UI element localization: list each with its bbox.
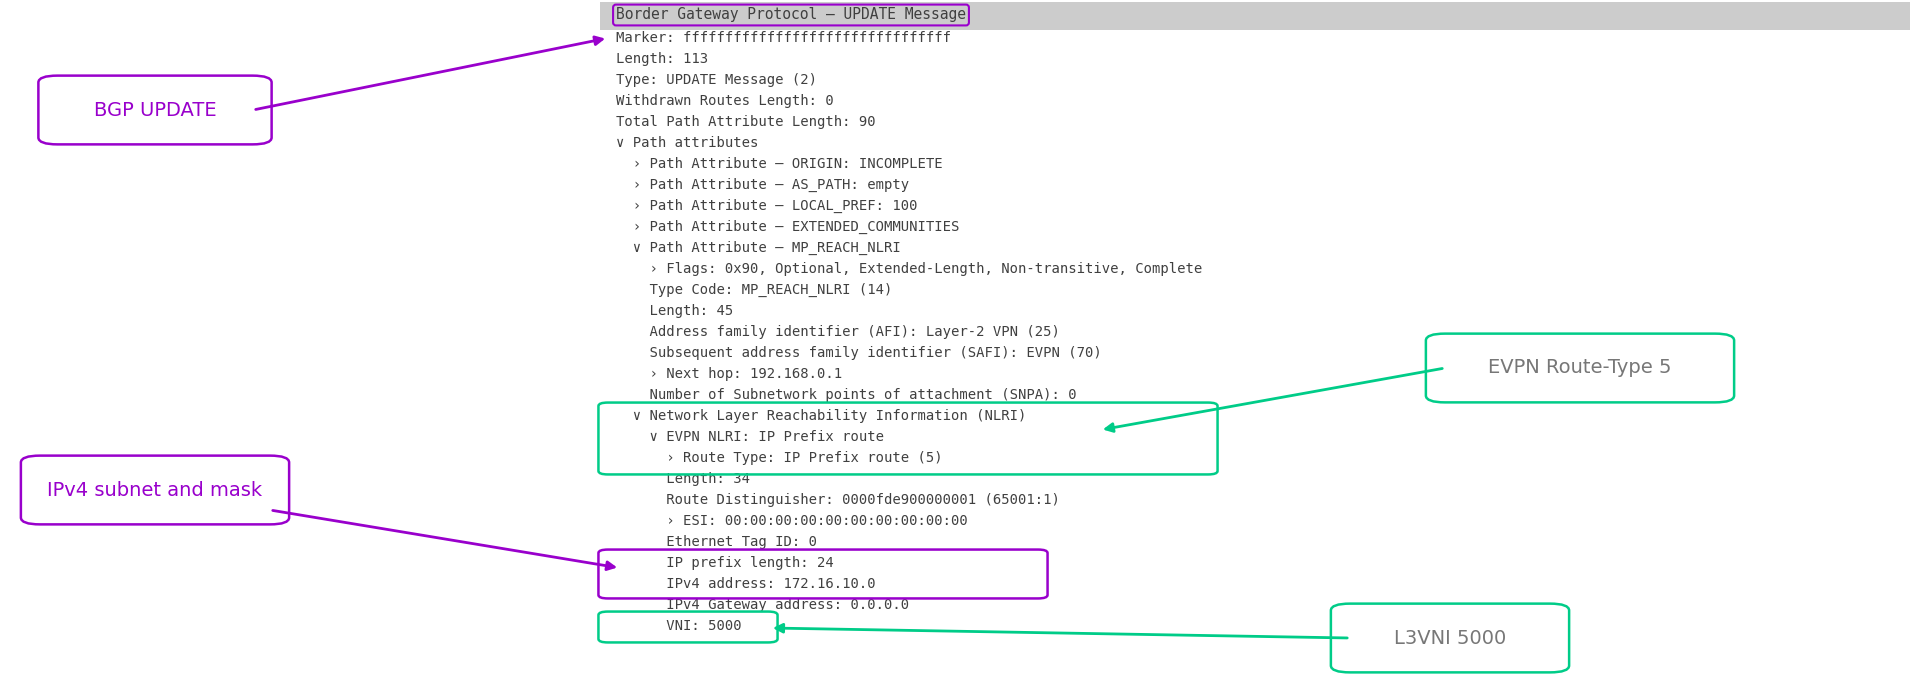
Text: ∨ EVPN NLRI: IP Prefix route: ∨ EVPN NLRI: IP Prefix route [616, 430, 883, 444]
Text: › ESI: 00:00:00:00:00:00:00:00:00:00: › ESI: 00:00:00:00:00:00:00:00:00:00 [616, 514, 967, 528]
Text: IPv4 Gateway address: 0.0.0.0: IPv4 Gateway address: 0.0.0.0 [616, 598, 908, 612]
Text: › Flags: 0x90, Optional, Extended-Length, Non-transitive, Complete: › Flags: 0x90, Optional, Extended-Length… [616, 262, 1203, 276]
Text: Marker: ffffffffffffffffffffffffffffffff: Marker: ffffffffffffffffffffffffffffffff [616, 31, 950, 45]
Text: Route Distinguisher: 0000fde900000001 (65001:1): Route Distinguisher: 0000fde900000001 (6… [616, 493, 1059, 507]
Text: › Path Attribute – AS_PATH: empty: › Path Attribute – AS_PATH: empty [616, 178, 908, 192]
Text: Length: 45: Length: 45 [616, 304, 732, 318]
Text: Type Code: MP_REACH_NLRI (14): Type Code: MP_REACH_NLRI (14) [616, 283, 893, 297]
Text: BGP UPDATE: BGP UPDATE [94, 100, 216, 120]
FancyBboxPatch shape [38, 76, 272, 144]
Text: › Route Type: IP Prefix route (5): › Route Type: IP Prefix route (5) [616, 451, 943, 465]
Text: Total Path Attribute Length: 90: Total Path Attribute Length: 90 [616, 115, 876, 129]
Text: IPv4 address: 172.16.10.0: IPv4 address: 172.16.10.0 [616, 577, 876, 591]
Text: Number of Subnetwork points of attachment (SNPA): 0: Number of Subnetwork points of attachmen… [616, 388, 1076, 402]
Text: Withdrawn Routes Length: 0: Withdrawn Routes Length: 0 [616, 94, 834, 108]
Text: VNI: 5000: VNI: 5000 [616, 619, 742, 633]
FancyBboxPatch shape [1331, 603, 1570, 672]
Text: Ethernet Tag ID: 0: Ethernet Tag ID: 0 [616, 535, 816, 549]
Text: Address family identifier (AFI): Layer-2 VPN (25): Address family identifier (AFI): Layer-2… [616, 325, 1059, 339]
Text: Type: UPDATE Message (2): Type: UPDATE Message (2) [616, 73, 816, 87]
Text: › Path Attribute – EXTENDED_COMMUNITIES: › Path Attribute – EXTENDED_COMMUNITIES [616, 220, 960, 234]
Text: ∨ Path Attribute – MP_REACH_NLRI: ∨ Path Attribute – MP_REACH_NLRI [616, 241, 901, 255]
Text: ∨ Path attributes: ∨ Path attributes [616, 136, 759, 150]
FancyBboxPatch shape [600, 2, 1910, 30]
Text: IP prefix length: 24: IP prefix length: 24 [616, 556, 834, 570]
Text: Border Gateway Protocol – UPDATE Message: Border Gateway Protocol – UPDATE Message [616, 8, 966, 23]
Text: ∨ Network Layer Reachability Information (NLRI): ∨ Network Layer Reachability Information… [616, 409, 1027, 423]
Text: › Path Attribute – ORIGIN: INCOMPLETE: › Path Attribute – ORIGIN: INCOMPLETE [616, 157, 943, 171]
Text: Length: 34: Length: 34 [616, 472, 750, 486]
Text: Length: 113: Length: 113 [616, 52, 707, 66]
Text: › Next hop: 192.168.0.1: › Next hop: 192.168.0.1 [616, 367, 841, 381]
FancyBboxPatch shape [21, 455, 289, 524]
FancyBboxPatch shape [1426, 334, 1734, 402]
Text: Subsequent address family identifier (SAFI): EVPN (70): Subsequent address family identifier (SA… [616, 346, 1101, 360]
Text: IPv4 subnet and mask: IPv4 subnet and mask [48, 480, 262, 499]
Text: › Path Attribute – LOCAL_PREF: 100: › Path Attribute – LOCAL_PREF: 100 [616, 199, 918, 213]
Text: L3VNI 5000: L3VNI 5000 [1394, 629, 1507, 647]
Text: EVPN Route-Type 5: EVPN Route-Type 5 [1488, 358, 1671, 378]
